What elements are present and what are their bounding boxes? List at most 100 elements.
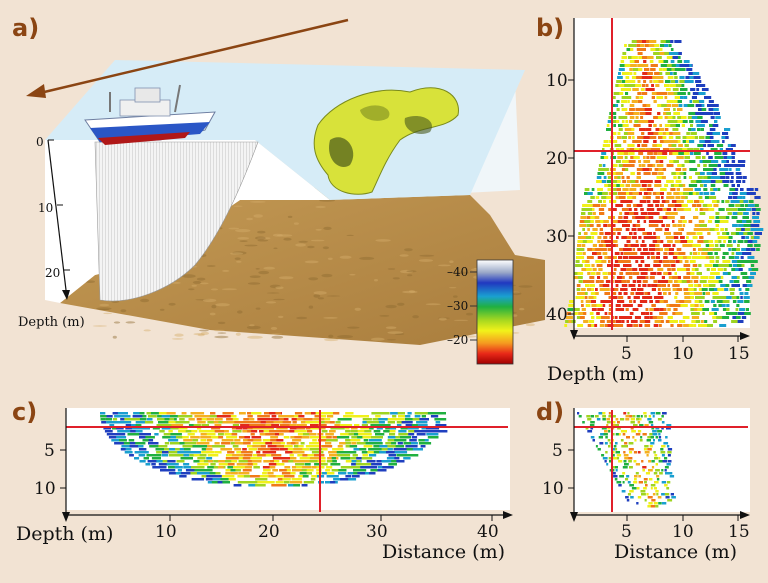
echo-cell [618, 68, 625, 71]
echo-cell [716, 248, 721, 251]
sand-speck [222, 269, 230, 272]
echo-cell [658, 136, 665, 139]
echo-cell [636, 204, 643, 207]
echo-cell [325, 442, 332, 445]
panel-b-xtick-15: 15 [728, 344, 750, 364]
echo-cell [596, 180, 603, 183]
echo-cell [597, 204, 601, 207]
echo-cell [686, 68, 693, 71]
echo-cell [125, 427, 139, 430]
echo-cell [600, 220, 605, 223]
echo-cell [584, 188, 590, 191]
echo-cell [230, 472, 238, 475]
echo-cell [331, 469, 339, 472]
echo-cell [653, 100, 657, 103]
echo-cell [712, 248, 718, 251]
echo-cell [716, 272, 720, 275]
echo-cell [430, 415, 439, 418]
sand-speck [511, 332, 520, 334]
echo-cell [631, 164, 635, 167]
echo-cell [625, 184, 631, 187]
echo-cell [689, 292, 695, 295]
echo-cell [669, 132, 673, 135]
echo-cell [595, 445, 598, 448]
echo-cell [672, 140, 679, 143]
echo-cell [699, 84, 706, 87]
echo-cell [111, 439, 121, 442]
sand-speck [253, 214, 263, 218]
echo-cell [657, 316, 664, 319]
echo-cell [732, 240, 737, 243]
echo-cell [667, 76, 674, 79]
echo-cell [688, 72, 695, 75]
echo-cell [303, 418, 313, 421]
echo-cell [703, 168, 710, 171]
echo-cell [635, 108, 642, 111]
echo-cell [608, 312, 613, 315]
echo-cell [597, 236, 602, 239]
echo-cell [149, 445, 161, 448]
echo-cell [626, 204, 631, 207]
echo-cell [728, 240, 732, 243]
echo-cell [673, 112, 680, 115]
sand-speck [277, 234, 293, 237]
echo-cell [691, 128, 696, 131]
echo-cell [752, 240, 758, 243]
echo-cell [737, 260, 745, 263]
echo-cell [693, 76, 701, 79]
echo-cell [324, 421, 333, 424]
echo-cell [198, 430, 208, 433]
echo-cell [378, 418, 391, 421]
echo-cell [677, 92, 684, 95]
echo-cell [710, 188, 715, 191]
echo-cell [708, 240, 714, 243]
echo-cell [581, 260, 587, 263]
echo-cell [659, 472, 663, 475]
echo-cell [143, 457, 149, 460]
echo-cell [650, 424, 654, 427]
echo-cell [653, 487, 657, 490]
sand-speck [399, 254, 409, 257]
echo-cell [637, 92, 641, 95]
echo-cell [244, 472, 250, 475]
echo-cell [123, 415, 131, 418]
echo-cell [675, 148, 683, 151]
echo-cell [641, 132, 645, 135]
echo-cell [684, 160, 690, 163]
echo-cell [251, 430, 258, 433]
echo-cell [602, 148, 605, 151]
sand-speck [199, 329, 209, 332]
echo-cell [645, 180, 653, 183]
echo-cell [293, 460, 303, 463]
echo-cell [185, 415, 193, 418]
echo-cell [301, 469, 311, 472]
echo-cell [636, 184, 641, 187]
echo-cell [121, 421, 132, 424]
echo-cell [667, 108, 670, 111]
echo-cell [630, 421, 635, 424]
sand-speck [418, 259, 433, 262]
echo-cell [703, 192, 710, 195]
panel-c-xlabel: Distance (m) [382, 541, 505, 563]
sand-speck [387, 268, 396, 270]
echo-cell [714, 312, 717, 315]
echo-cell [359, 448, 367, 451]
echo-cell [607, 172, 614, 175]
echo-cell [145, 463, 151, 466]
sand-speck [379, 315, 390, 317]
echo-cell [720, 176, 726, 179]
echo-cell [630, 172, 635, 175]
echo-cell [636, 502, 639, 505]
echo-cell [603, 433, 608, 436]
echo-cell [671, 196, 675, 199]
echo-cell [713, 168, 717, 171]
echo-cell [754, 188, 759, 191]
echo-cell [247, 463, 254, 466]
echo-cell [254, 475, 263, 478]
echo-cell [728, 248, 731, 251]
echo-cell [746, 192, 753, 195]
echo-cell [361, 451, 369, 454]
echo-cell [589, 276, 595, 279]
echo-cell [731, 184, 735, 187]
echo-cell [740, 204, 744, 207]
